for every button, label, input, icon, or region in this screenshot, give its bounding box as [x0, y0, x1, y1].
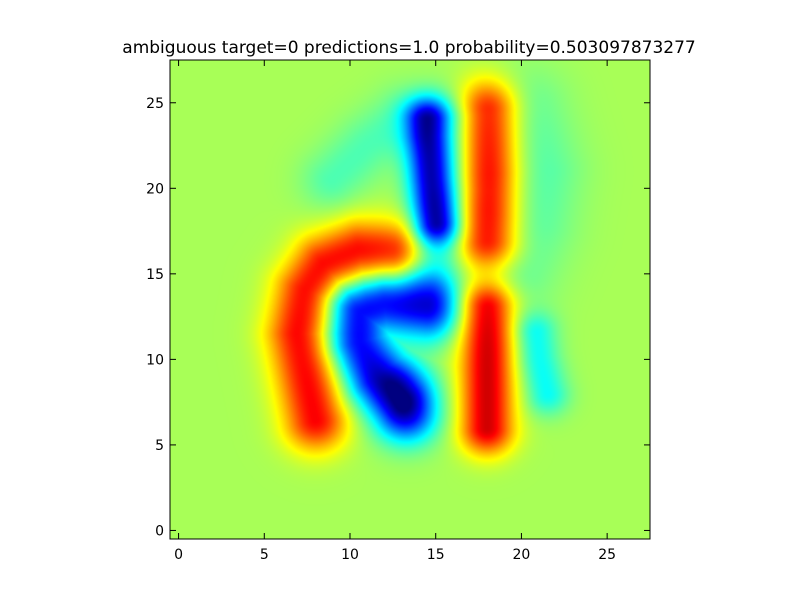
x-tick-label: 20 — [513, 547, 531, 563]
y-tick-label: 10 — [146, 352, 164, 368]
y-tick-label: 5 — [155, 438, 164, 454]
x-tick-label: 5 — [260, 547, 269, 563]
heatmap-image — [170, 60, 650, 539]
plot-area — [170, 60, 650, 539]
y-tick-label: 25 — [146, 96, 164, 112]
y-tick-label: 20 — [146, 181, 164, 197]
y-tick-label: 0 — [155, 523, 164, 539]
x-tick-label: 15 — [427, 547, 445, 563]
y-tick-label: 15 — [146, 267, 164, 283]
x-tick-label: 25 — [598, 547, 616, 563]
axes: 0 5 10 15 20 25 0 5 10 15 20 25 — [146, 59, 651, 563]
x-tick-label: 0 — [174, 547, 183, 563]
plot-frame — [169, 59, 651, 540]
chart-title: ambiguous target=0 predictions=1.0 proba… — [122, 38, 695, 58]
x-tick-label: 10 — [341, 547, 359, 563]
